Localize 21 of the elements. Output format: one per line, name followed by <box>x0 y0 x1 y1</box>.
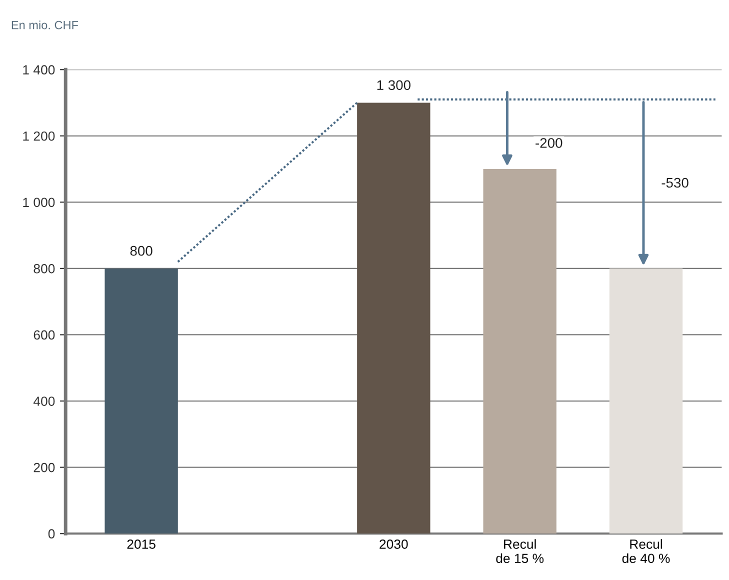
data-label: 800 <box>130 246 152 256</box>
data-label: 1 300 <box>377 80 410 90</box>
y-tick-label: 1 400 <box>23 65 55 75</box>
bar <box>104 268 178 534</box>
y-tick-label: 400 <box>33 396 55 406</box>
bar <box>357 102 430 534</box>
annotation: -200 <box>536 138 562 148</box>
y-tick-label: 200 <box>34 462 55 472</box>
x-tick-label: 2030 <box>380 540 408 549</box>
bar <box>483 169 556 534</box>
x-tick-label: Recul de 40 % <box>622 539 670 564</box>
y-tick-label: 1 200 <box>23 131 55 141</box>
y-tick-label: 0 <box>48 529 55 539</box>
annotation: -530 <box>662 178 688 188</box>
x-tick-label: 2015 <box>127 540 156 549</box>
bar <box>609 268 683 534</box>
y-axis-title: En mio. CHF <box>12 20 78 30</box>
y-tick-label: 1 000 <box>23 198 55 208</box>
x-tick-label: Recul de 15 % <box>496 539 544 564</box>
y-tick-label: 800 <box>34 264 55 274</box>
y-tick-label: 600 <box>34 330 55 340</box>
